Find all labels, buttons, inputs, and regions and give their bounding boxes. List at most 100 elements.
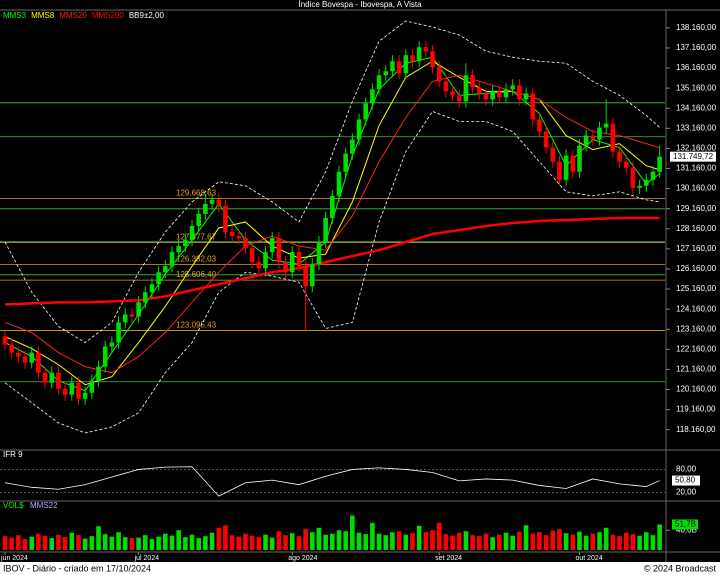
candle-body	[203, 203, 208, 214]
candle-body	[336, 171, 342, 196]
volume-bar	[470, 535, 475, 550]
volume-bar	[463, 531, 469, 550]
volume-bar	[323, 534, 328, 550]
volume-bar	[169, 535, 175, 550]
candle-body	[42, 372, 48, 383]
candle-body	[476, 87, 482, 94]
volume-title: VOL$	[3, 501, 24, 510]
volume-bar	[102, 534, 108, 550]
candle-body	[29, 352, 35, 363]
volume-bar	[623, 532, 629, 550]
volume-bar	[356, 532, 362, 550]
footer-left: IBOV - Diário - criado em 17/10/2024	[3, 563, 151, 573]
x-tick-label: set 2024	[435, 555, 462, 562]
volume-bar	[557, 529, 562, 550]
volume-bar	[76, 535, 81, 550]
candle-body	[263, 252, 268, 269]
candle-body	[2, 336, 8, 345]
legend-entry: MMS20	[59, 11, 87, 20]
volume-bar	[370, 522, 375, 550]
candle-body	[62, 388, 68, 395]
volume-bar	[363, 534, 369, 550]
volume-bar	[530, 533, 536, 550]
legend-entry: MMS3	[3, 11, 27, 20]
candle-body	[122, 314, 128, 323]
candle-body	[557, 161, 562, 180]
volume-bar	[209, 532, 215, 550]
x-tick-label: jun 2024	[0, 555, 28, 562]
candle-body	[169, 252, 175, 267]
volume-bar	[617, 536, 622, 550]
candle-body	[510, 85, 515, 90]
candle-body	[216, 199, 222, 206]
volume-bar	[583, 535, 589, 550]
candle-body	[350, 139, 355, 154]
legend-entry: MMS200	[92, 11, 125, 20]
candle-body	[256, 262, 262, 269]
candle-body	[249, 248, 255, 263]
candle-body	[36, 352, 41, 373]
candle-body	[303, 266, 308, 287]
candle-body	[390, 61, 395, 72]
volume-bar	[156, 536, 161, 550]
volume-bar	[436, 522, 442, 550]
x-tick-label: jul 2024	[134, 555, 160, 562]
volume-bar	[563, 533, 569, 550]
candle-body	[289, 252, 295, 273]
candle-body	[356, 119, 362, 140]
volume-bar	[577, 531, 582, 550]
volume-bar	[316, 527, 322, 550]
candle-body	[530, 93, 536, 120]
volume-bar	[196, 538, 202, 550]
candle-body	[403, 55, 409, 74]
candle-body	[9, 344, 14, 353]
volume-bar	[136, 537, 141, 550]
volume-bar	[343, 531, 348, 550]
candle-body	[343, 153, 348, 172]
volume-last-box	[672, 519, 698, 530]
candle-body	[570, 155, 576, 172]
volume-bar	[497, 534, 502, 550]
candle-body	[543, 131, 549, 148]
candle-body	[56, 372, 61, 389]
volume-bar	[410, 533, 415, 550]
volume-bar	[430, 530, 435, 550]
level-label: 127.477,67	[176, 233, 217, 242]
rsi-line	[4, 466, 660, 497]
volume-bar	[62, 537, 68, 550]
y-tick-label: 125.160,00	[676, 284, 717, 293]
volume-bar	[176, 530, 181, 550]
y-tick-label: 135.160,00	[676, 83, 717, 92]
volume-bar	[423, 532, 429, 550]
candle-body	[537, 119, 542, 132]
volume-bar	[309, 532, 315, 550]
volume-bar	[537, 532, 542, 550]
bollinger-band	[4, 110, 660, 434]
volume-bar	[336, 530, 342, 550]
rsi-title: IFR 9	[3, 450, 23, 459]
y-tick-label: 124.160,00	[676, 304, 717, 313]
volume-bar	[390, 532, 395, 550]
volume-bar	[403, 534, 409, 550]
candle-body	[370, 89, 375, 104]
volume-bar	[223, 525, 228, 550]
volume-bar	[456, 532, 462, 550]
volume-bar	[296, 536, 302, 550]
candle-body	[96, 366, 101, 381]
y-tick-label: 122.160,00	[676, 344, 717, 353]
candle-body	[156, 272, 161, 285]
volume-bar	[396, 531, 402, 550]
candle-body	[209, 199, 215, 204]
candle-body	[109, 342, 115, 347]
volume-bar	[49, 538, 55, 550]
volume-bar	[610, 534, 616, 550]
level-label: 125.606,40	[176, 270, 217, 279]
volume-bar	[510, 535, 515, 550]
y-tick-label: 137.160,00	[676, 43, 717, 52]
y-tick-label: 129.160,00	[676, 204, 717, 213]
candle-body	[410, 55, 415, 62]
y-tick-label: 123.160,00	[676, 324, 717, 333]
y-tick-label: 126.160,00	[676, 264, 717, 273]
volume-bar	[443, 534, 449, 550]
candle-body	[637, 185, 642, 188]
